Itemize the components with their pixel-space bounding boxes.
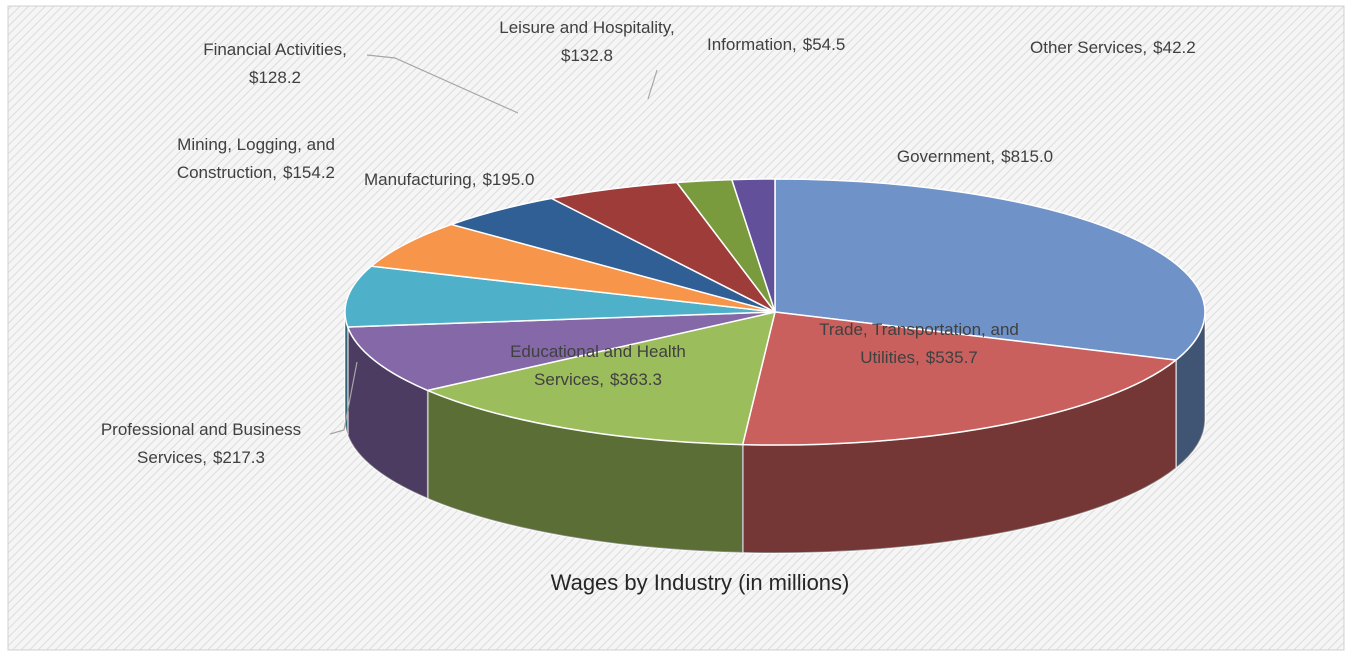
value-label: $54.5 [802,35,846,54]
data-label: Manufacturing, $195.0 [364,166,594,194]
category-label: Mining, Logging, and Construction, [176,135,335,182]
category-label: Information, [707,35,797,54]
slice [731,178,776,313]
slice-side-shade [345,312,348,435]
value-label: $815.0 [1001,147,1054,166]
data-label: Government, $815.0 [850,143,1100,171]
value-label: $42.2 [1153,38,1196,57]
chart-title: Wages by Industry (in millions) [550,570,850,595]
slice [774,178,1206,361]
category-label: Government, [896,147,996,166]
pie [344,178,1206,554]
leader-line [647,69,658,100]
slice [426,311,776,446]
value-label: $195.0 [482,170,535,189]
value-label: $363.3 [609,370,662,389]
data-label: Mining, Logging, and Construction, $154.2 [120,131,335,187]
slice-side-shade [742,360,1176,554]
value-label: $535.7 [925,348,978,367]
slice [370,223,776,313]
value-label: $154.2 [283,163,335,182]
category-label: Professional and Business Services, [100,420,302,467]
value-label: $132.8 [561,46,613,65]
data-label: Leisure and Hospitality, $132.8 [472,14,702,70]
data-label: Educational and Health Services, $363.3 [484,338,712,394]
category-label: Trade, Transportation, and Utilities, [819,320,1019,367]
data-label: Information, $54.5 [707,31,907,59]
leader-line [329,361,358,435]
slice-side-shade [1175,312,1205,469]
slice [344,265,776,328]
value-label: $217.3 [212,448,265,467]
data-label: Other Services, $42.2 [1030,34,1270,62]
category-label: Other Services, [1030,38,1148,57]
category-label: Leisure and Hospitality, [499,18,675,37]
data-label: Trade, Transportation, and Utilities, $53… [808,316,1030,372]
leader-line [366,54,519,114]
value-label: $128.2 [249,68,301,87]
category-label: Financial Activities, [203,40,347,59]
category-label: Educational and Health Services, [510,342,686,389]
data-label: Professional and Business Services, $217.… [66,416,336,472]
slice-side-shade [347,326,428,499]
slice-side-shade [427,390,743,553]
slice [741,311,1177,446]
category-label: Manufacturing, [364,170,477,189]
slice [346,311,776,392]
data-label: Financial Activities, $128.2 [170,36,380,92]
